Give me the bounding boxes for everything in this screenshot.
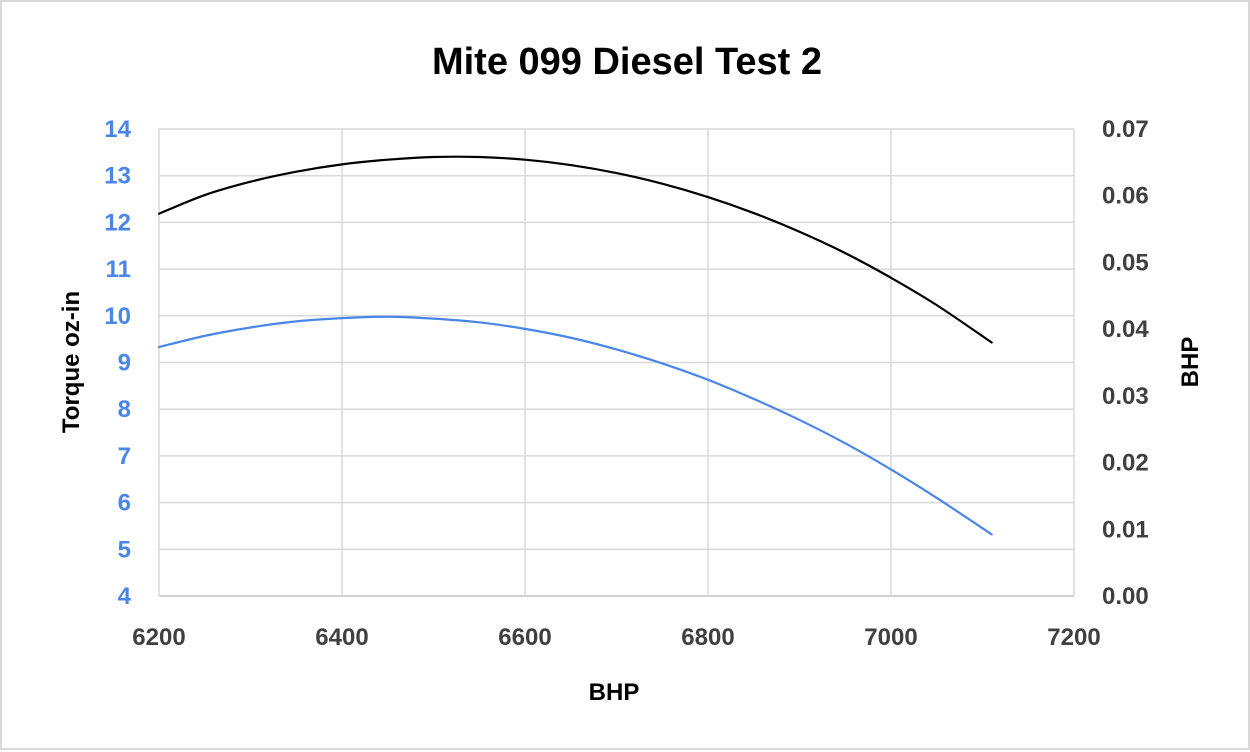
x-axis-title: BHP	[589, 679, 640, 706]
y-tick-label: 7	[118, 443, 131, 470]
y-tick-label: 10	[104, 303, 131, 330]
y-tick-label: 6	[118, 490, 131, 517]
y2-tick-label: 0.03	[1102, 383, 1149, 410]
bhp-series-line	[157, 155, 993, 344]
x-tick-label: 6600	[498, 624, 551, 651]
grid-layer	[158, 128, 1075, 597]
y2-tick-label: 0.07	[1102, 116, 1149, 143]
y-tick-label: 13	[104, 163, 131, 190]
y2-tick-label: 0.02	[1102, 450, 1149, 477]
y2-tick-label: 0.00	[1102, 583, 1149, 610]
y2-tick-label: 0.05	[1102, 249, 1149, 276]
y-tick-label: 8	[118, 396, 131, 423]
torque-series-line	[157, 315, 993, 536]
tick-layer: 4 5 6 7 8 9 10 11 12 13 14 0.00 0.01 0.02 0.03 0.04 0.05…	[104, 116, 1149, 651]
y2-axis-title: BHP	[1177, 337, 1204, 388]
y2-tick-label: 0.01	[1102, 516, 1149, 543]
y-tick-label: 9	[118, 350, 131, 377]
y-tick-label: 4	[118, 583, 132, 610]
y-tick-label: 12	[104, 209, 131, 236]
x-tick-label: 6200	[132, 624, 185, 651]
y-tick-label: 5	[118, 536, 131, 563]
chart-title: Mite 099 Diesel Test 2	[432, 41, 822, 83]
x-tick-label: 6800	[681, 624, 734, 651]
series-layer	[157, 155, 993, 536]
x-tick-label: 7000	[864, 624, 917, 651]
y2-tick-label: 0.04	[1102, 316, 1149, 343]
y2-tick-label: 0.06	[1102, 183, 1149, 210]
x-tick-label: 7200	[1047, 624, 1100, 651]
y-tick-label: 11	[106, 256, 131, 283]
y-axis-title: Torque oz-in	[58, 291, 85, 433]
y-tick-label: 14	[104, 116, 131, 143]
x-tick-label: 6400	[315, 624, 368, 651]
